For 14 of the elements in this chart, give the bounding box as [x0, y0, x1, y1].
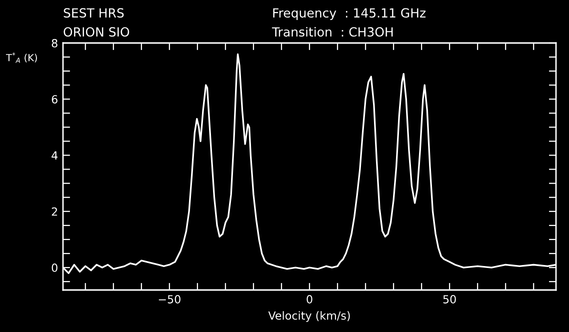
y-tick-label: 2: [52, 207, 58, 216]
y-tick-label: 6: [52, 95, 58, 104]
y-tick-label: 0: [52, 264, 58, 272]
y-tick-label: 4: [52, 151, 58, 160]
y-tick-label: 8: [52, 38, 58, 48]
y-axis-title: T$^{*}$$_{A}$ (K): [6, 52, 37, 63]
text: Transition : CH3OH: [272, 26, 393, 37]
x-tick-label: 0: [306, 295, 312, 304]
x-tick-label: 50: [443, 295, 456, 304]
text: Frequency : 145.11 GHz: [273, 8, 426, 20]
x-axis-title: Velocity (km/s): [268, 311, 350, 322]
text: SEST HRS: [64, 8, 124, 18]
x-tick-label: −50: [158, 295, 180, 304]
text: ORION SIO: [64, 27, 130, 37]
